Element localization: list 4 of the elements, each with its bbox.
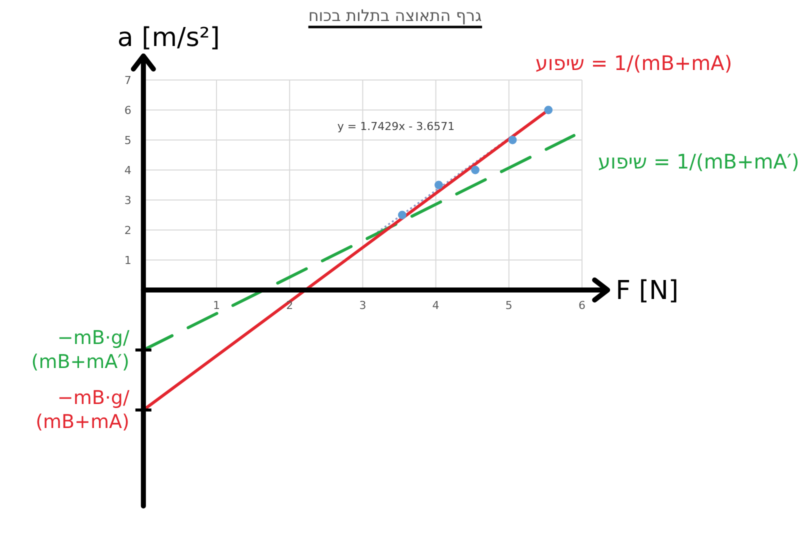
annotation: y = 1.7429x - 3.6571 — [337, 120, 455, 133]
annotation: −mB·g/(mB+mA) — [36, 387, 130, 433]
annotation: −mB·g/(mB+mA′) — [31, 327, 130, 373]
title: גרף התאוצה בתלות בכוח — [308, 6, 482, 25]
